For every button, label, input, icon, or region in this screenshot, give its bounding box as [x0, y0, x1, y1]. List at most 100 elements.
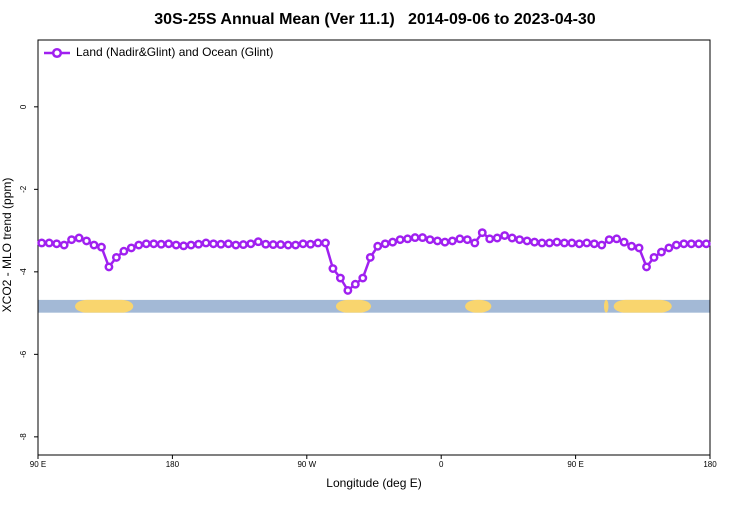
data-point [343, 285, 353, 295]
data-point [291, 240, 301, 250]
data-point [567, 238, 577, 248]
data-point [186, 240, 196, 250]
data-point [89, 240, 99, 250]
data-point [119, 246, 129, 256]
data-point [365, 252, 375, 262]
x-tick-label: 0 [439, 460, 444, 469]
land-segment [603, 299, 609, 313]
data-point [194, 239, 203, 249]
chart-title: 30S-25S Annual Mean (Ver 11.1) 2014-09-0… [154, 11, 596, 28]
data-point [619, 237, 629, 247]
data-point [477, 228, 487, 238]
x-tick-label: 90 W [297, 460, 316, 469]
data-point [612, 234, 622, 244]
data-point [298, 239, 308, 249]
data-point [104, 262, 114, 272]
data-point [649, 252, 659, 262]
data-point [164, 239, 174, 249]
data-point [253, 237, 263, 247]
data-point [350, 279, 360, 289]
data-point [44, 238, 54, 248]
data-point [134, 240, 144, 250]
x-tick-label: 90 E [567, 460, 583, 469]
data-point [447, 236, 457, 246]
data-point [455, 234, 465, 244]
data-point [246, 239, 256, 249]
y-tick-label: -6 [19, 350, 28, 358]
data-point [201, 238, 211, 248]
data-point [470, 238, 480, 248]
data-point [395, 235, 405, 245]
data-point [97, 242, 106, 252]
data-point [507, 233, 517, 243]
data-point [537, 238, 547, 248]
data-point [216, 239, 226, 249]
land-segment [465, 299, 492, 313]
data-point [231, 240, 241, 250]
data-point [223, 239, 233, 249]
data-point [261, 239, 271, 249]
data-point [335, 273, 345, 283]
x-tick-label: 180 [703, 460, 717, 469]
data-point [425, 235, 435, 245]
data-point [530, 237, 539, 247]
data-point [433, 236, 442, 246]
data-point [664, 243, 674, 253]
data-point [545, 238, 554, 248]
data-point [403, 234, 413, 244]
y-tick-label: -8 [19, 433, 28, 441]
y-tick-label: -2 [19, 185, 28, 193]
data-point [574, 239, 584, 249]
ocean-band [38, 299, 710, 313]
data-point [500, 231, 510, 240]
data-point [559, 238, 569, 248]
data-point [679, 239, 689, 249]
data-point [701, 239, 711, 249]
x-tick-label: 90 E [30, 460, 46, 469]
data-point [597, 240, 607, 250]
data-point [209, 239, 218, 249]
land-segment [335, 299, 372, 313]
data-point [238, 240, 248, 250]
data-point [179, 241, 189, 251]
data-point [321, 238, 330, 248]
data-point [126, 243, 136, 253]
data-point [604, 235, 614, 245]
data-point [149, 239, 159, 249]
plot-frame [37, 39, 711, 456]
data-point [552, 237, 562, 247]
data-point [328, 264, 338, 273]
data-point [492, 233, 502, 243]
data-point [156, 239, 166, 249]
data-point [283, 240, 293, 250]
data-point [358, 273, 368, 283]
data-point [440, 237, 450, 247]
data-point [462, 235, 472, 245]
x-axis-label: Longitude (deg E) [326, 476, 421, 490]
data-point [388, 237, 398, 247]
data-point [589, 239, 599, 249]
data-point [37, 238, 47, 248]
data-point [82, 236, 91, 246]
y-tick-label: -4 [19, 268, 28, 276]
y-axis-label: XCO2 - MLO trend (ppm) [0, 178, 14, 313]
land-segment [75, 299, 134, 313]
data-point [141, 239, 151, 249]
data-point [657, 247, 666, 257]
data-point [74, 233, 84, 243]
data-point [59, 240, 69, 250]
data-point [313, 238, 323, 248]
legend-label: Land (Nadir&Glint) and Ocean (Glint) [76, 45, 273, 59]
data-point [52, 239, 62, 249]
data-point [373, 241, 383, 251]
data-point [276, 240, 286, 250]
data-point [642, 262, 651, 272]
data-point [380, 239, 390, 249]
data-point [522, 236, 532, 246]
data-point [671, 240, 681, 250]
data-point [171, 240, 181, 250]
x-tick-label: 180 [166, 460, 180, 469]
data-point [694, 239, 704, 249]
data-point [582, 238, 592, 248]
data-point [306, 239, 315, 249]
